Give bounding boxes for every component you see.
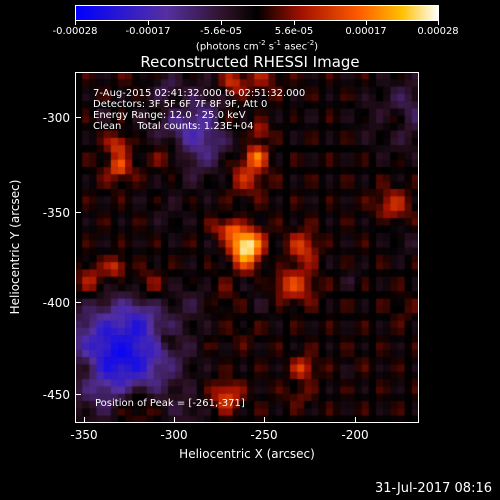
colorbar-tick-label: 0.00017 bbox=[345, 26, 387, 37]
colorbar-tick-label: -5.6e-05 bbox=[200, 26, 242, 37]
colorbar-tick-label: 0.00028 bbox=[417, 26, 459, 37]
colorbar-tick bbox=[75, 20, 76, 25]
colorbar-tick-label: -0.00017 bbox=[125, 26, 171, 37]
colorbar-tick bbox=[294, 20, 295, 25]
annotation-energy-range: Energy Range: 12.0 - 25.0 keV bbox=[93, 110, 246, 121]
colorbar-tick bbox=[438, 20, 439, 25]
colorbar-tick bbox=[366, 20, 367, 25]
x-tick-label: -350 bbox=[70, 428, 98, 442]
x-tick bbox=[84, 417, 85, 423]
annotation-detectors: Detectors: 3F 5F 6F 7F 8F 9F, Att 0 bbox=[93, 99, 268, 110]
y-tick bbox=[75, 212, 81, 213]
chart-title: Reconstructed RHESSI Image bbox=[140, 53, 360, 71]
x-tick bbox=[355, 417, 356, 423]
y-tick-label: -400 bbox=[42, 296, 70, 310]
y-tick-label: -450 bbox=[42, 388, 70, 402]
x-axis-title: Heliocentric X (arcsec) bbox=[179, 447, 315, 461]
colorbar-tick-label: 5.6e-05 bbox=[274, 26, 314, 37]
x-tick-label: -300 bbox=[160, 428, 188, 442]
timestamp-footer: 31-Jul-2017 08:16 bbox=[374, 481, 492, 496]
annotation-clean-counts: Clean Total counts: 1.23E+04 bbox=[93, 121, 254, 132]
annotation-peak-position: Position of Peak = [-261,-371] bbox=[95, 398, 245, 409]
x-tick bbox=[264, 417, 265, 423]
y-tick-label: -300 bbox=[42, 111, 70, 125]
annotation-time-range: 7-Aug-2015 02:41:32.000 to 02:51:32.000 bbox=[93, 88, 306, 99]
heatmap-image bbox=[75, 72, 419, 423]
y-tick-label: -350 bbox=[42, 206, 70, 220]
plot-area bbox=[75, 72, 419, 423]
x-tick-label: -200 bbox=[341, 428, 369, 442]
y-tick bbox=[75, 394, 81, 395]
x-tick bbox=[174, 417, 175, 423]
y-tick bbox=[75, 302, 81, 303]
y-axis-title: Heliocentric Y (arcsec) bbox=[8, 179, 22, 315]
colorbar bbox=[75, 5, 439, 21]
colorbar-tick-label: -0.00028 bbox=[52, 26, 98, 37]
colorbar-units: (photons cm-2 s-1 asec-2) bbox=[195, 39, 319, 53]
colorbar-tick bbox=[148, 20, 149, 25]
y-tick bbox=[75, 117, 81, 118]
colorbar-tick bbox=[221, 20, 222, 25]
x-tick-label: -250 bbox=[250, 428, 278, 442]
